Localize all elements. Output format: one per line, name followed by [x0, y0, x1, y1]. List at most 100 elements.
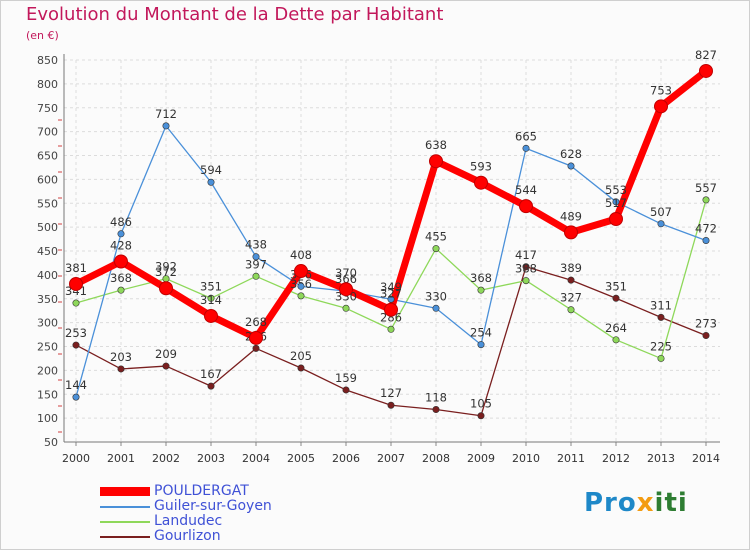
y-tick-label: 100 — [37, 412, 58, 425]
data-label: 712 — [155, 107, 177, 121]
data-label: 127 — [380, 386, 402, 400]
data-label: 428 — [110, 239, 132, 253]
data-point — [657, 313, 665, 321]
x-tick-label: 2009 — [467, 452, 495, 465]
data-label: 253 — [65, 326, 87, 340]
data-label: 254 — [470, 326, 492, 340]
y-tick-label: 650 — [37, 150, 58, 163]
data-point — [612, 294, 620, 302]
data-label: 205 — [290, 349, 312, 363]
data-point — [297, 364, 305, 372]
data-point — [297, 292, 305, 300]
x-tick-label: 2006 — [332, 452, 360, 465]
y-tick-label: 550 — [37, 197, 58, 210]
x-tick-label: 2000 — [62, 452, 90, 465]
x-tick-label: 2002 — [152, 452, 180, 465]
data-label: 486 — [110, 215, 132, 229]
data-point — [612, 336, 620, 344]
data-point — [387, 325, 395, 333]
legend-label: Guiler-sur-Goyen — [154, 498, 272, 514]
data-label: 544 — [515, 183, 537, 197]
data-label: 517 — [605, 196, 627, 210]
data-label: 370 — [335, 266, 357, 280]
y-tick-label: 850 — [37, 54, 58, 67]
x-tick-label: 2011 — [557, 452, 585, 465]
data-point — [432, 406, 440, 414]
data-point — [702, 332, 710, 340]
legend-label: Landudec — [154, 513, 223, 529]
data-label: 330 — [425, 289, 447, 303]
data-label: 349 — [380, 280, 402, 294]
data-label: 311 — [650, 298, 672, 312]
data-label: 553 — [605, 183, 627, 197]
data-label: 381 — [65, 261, 87, 275]
legend-swatch-pouldergat — [100, 487, 150, 496]
data-label: 209 — [155, 347, 177, 361]
y-tick-label: 600 — [37, 173, 58, 186]
legend-swatch-guiler-sur-goyen — [100, 505, 150, 508]
data-label: 455 — [425, 230, 447, 244]
data-point — [519, 199, 533, 214]
legend-label: Gourlizon — [154, 528, 221, 544]
unit-label: (en €) — [26, 29, 59, 42]
data-label: 638 — [425, 138, 447, 152]
data-point — [342, 386, 350, 394]
data-label: 397 — [245, 257, 267, 271]
data-label: 368 — [470, 271, 492, 285]
data-label: 507 — [650, 205, 672, 219]
y-tick-label: 750 — [37, 102, 58, 115]
x-tick-label: 2001 — [107, 452, 135, 465]
logo-part: Pro — [584, 488, 637, 518]
data-label: 351 — [200, 279, 222, 293]
data-label: 159 — [335, 371, 357, 385]
proxiti-logo: Proxiti — [584, 488, 688, 518]
data-point — [429, 154, 443, 169]
data-point — [117, 365, 125, 373]
x-tick-label: 2004 — [242, 452, 270, 465]
data-label: 105 — [470, 397, 492, 411]
legend-label: POULDERGAT — [154, 483, 249, 499]
x-tick-label: 2012 — [602, 452, 630, 465]
data-point — [702, 196, 710, 204]
x-tick-label: 2003 — [197, 452, 225, 465]
legend-item-gourlizon: Gourlizon — [100, 529, 272, 544]
x-tick-label: 2014 — [692, 452, 720, 465]
data-point — [477, 412, 485, 420]
y-tick-label: 250 — [37, 341, 58, 354]
data-label: 144 — [65, 378, 87, 392]
logo-part: x — [636, 488, 655, 518]
data-label: 327 — [560, 291, 582, 305]
data-point — [207, 382, 215, 390]
x-tick-label: 2005 — [287, 452, 315, 465]
y-tick-label: 300 — [37, 317, 58, 330]
x-tick-label: 2007 — [377, 452, 405, 465]
data-label: 392 — [155, 260, 177, 274]
data-point — [339, 282, 353, 297]
data-point — [162, 362, 170, 370]
data-label: 268 — [245, 315, 267, 329]
data-point — [657, 354, 665, 362]
data-point — [162, 122, 170, 130]
data-label: 753 — [650, 83, 672, 97]
data-label: 264 — [605, 321, 627, 335]
data-point — [702, 236, 710, 244]
data-label: 489 — [560, 209, 582, 223]
y-tick-label: 450 — [37, 245, 58, 258]
data-label: 417 — [515, 248, 537, 262]
data-point — [522, 277, 530, 285]
data-point — [654, 99, 668, 114]
data-label: 827 — [695, 48, 717, 62]
data-label: 665 — [515, 129, 537, 143]
data-point — [477, 341, 485, 349]
logo-part: iti — [654, 488, 688, 518]
data-point — [387, 401, 395, 409]
data-point — [204, 308, 218, 323]
legend-item-landudec: Landudec — [100, 514, 272, 529]
data-point — [657, 220, 665, 228]
data-point — [114, 254, 128, 269]
data-point — [159, 281, 173, 296]
data-point — [252, 272, 260, 280]
y-tick-label: 800 — [37, 78, 58, 91]
data-label: 314 — [200, 293, 222, 307]
y-tick-label: 400 — [37, 269, 58, 282]
